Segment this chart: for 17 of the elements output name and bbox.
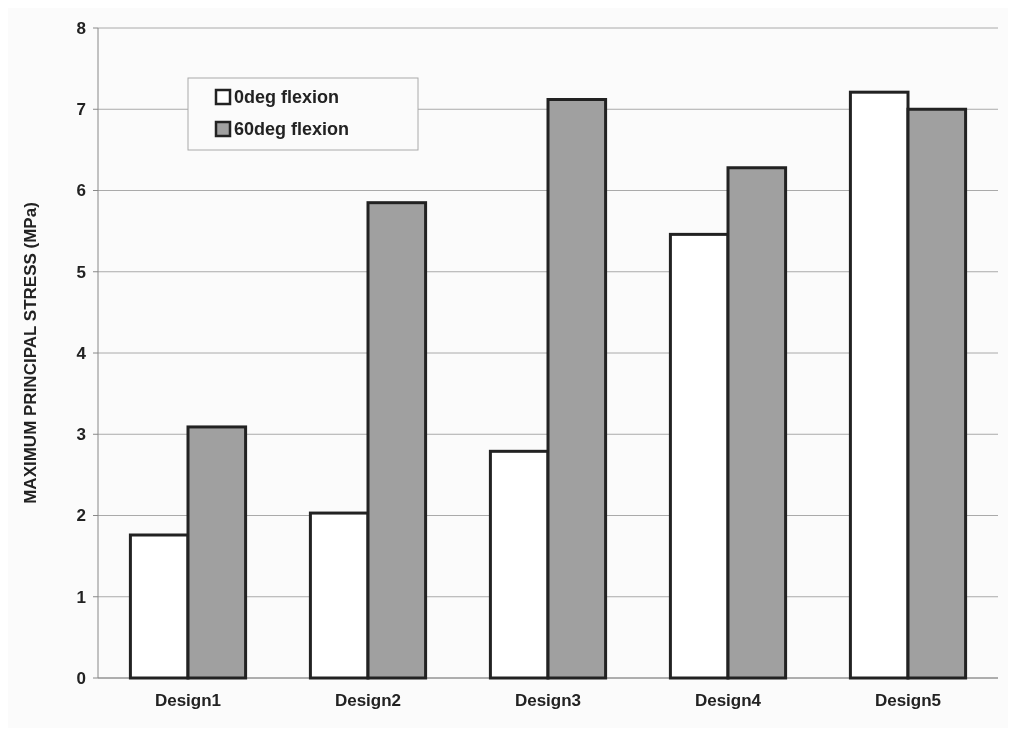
y-tick-label: 1	[76, 587, 86, 607]
y-tick-label: 8	[76, 18, 86, 38]
x-tick-label: Design3	[514, 691, 582, 710]
y-tick-label: 7	[76, 100, 86, 120]
x-tick-label: Design5	[874, 691, 942, 710]
y-tick-label: 6	[76, 181, 86, 201]
y-axis-title: MAXIMUM PRINCIPAL STRESS (MPa)	[21, 202, 40, 504]
y-tick-label: 2	[76, 506, 86, 526]
y-tick-label: 5	[76, 262, 86, 282]
legend-label: 0deg flexion	[234, 87, 340, 108]
x-tick-label: Design1	[154, 691, 222, 710]
y-tick-label: 4	[76, 343, 87, 363]
y-tick-label: 3	[76, 425, 86, 445]
x-tick-label: Design2	[334, 691, 402, 710]
x-tick-label: Design4	[694, 691, 762, 710]
legend-label: 60deg flexion	[234, 119, 350, 140]
y-tick-label: 0	[76, 668, 86, 688]
